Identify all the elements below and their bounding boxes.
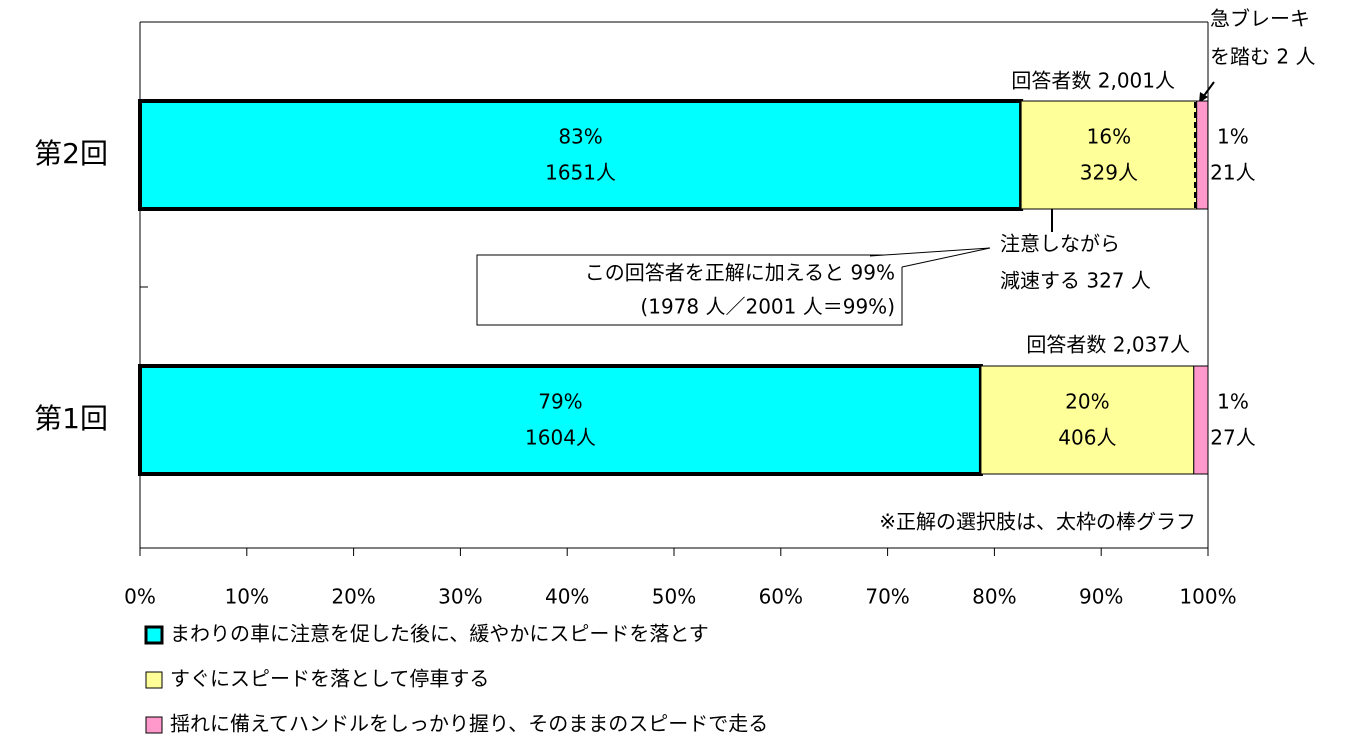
x-tick-label: 0% — [124, 585, 156, 609]
bar-segment — [138, 364, 983, 476]
callout-text: (1978 人／2001 人＝99%) — [640, 295, 895, 319]
bar-segment — [1193, 365, 1209, 475]
annotation: を踏む 2 人 — [1210, 45, 1315, 69]
x-tick-label: 80% — [972, 585, 1016, 609]
x-tick-label: 20% — [331, 585, 375, 609]
legend-label: すぐにスピードを落として停車する — [170, 667, 489, 691]
legend-label: 揺れに備えてハンドルをしっかり握り、そのままのスピードで走る — [170, 712, 768, 736]
legend-marker — [145, 671, 163, 689]
callout-text: この回答者を正解に加えると 99% — [585, 261, 895, 285]
count-label: 1604人 — [525, 426, 596, 450]
annotation: 注意しながら — [1000, 232, 1120, 256]
x-tick-label: 70% — [865, 585, 909, 609]
value-label: 83% — [558, 125, 602, 149]
count-label: 406人 — [1058, 426, 1116, 450]
x-tick-label: 40% — [545, 585, 589, 609]
x-tick-label: 90% — [1079, 585, 1123, 609]
respondents: 回答者数 2,037人 — [1026, 333, 1190, 357]
bar-segment — [1196, 100, 1209, 210]
respondents: 回答者数 2,001人 — [1011, 69, 1175, 93]
annotation: 急ブレーキ — [1210, 7, 1310, 31]
callout-pointer — [869, 247, 991, 268]
x-tick-label: 30% — [438, 585, 482, 609]
count-label: 329人 — [1080, 161, 1138, 185]
count-label: 21人 — [1210, 161, 1255, 185]
count-label: 27人 — [1210, 426, 1255, 450]
x-tick-label: 10% — [225, 585, 269, 609]
bar-segment — [138, 99, 1024, 211]
category-label: 第1回 — [34, 402, 108, 435]
count-label: 1651人 — [545, 161, 616, 185]
x-tick-label: 50% — [652, 585, 696, 609]
legend-marker — [145, 716, 163, 734]
bar-segment — [980, 365, 1195, 475]
legend-marker — [144, 625, 164, 645]
legend-label: まわりの車に注意を促した後に、緩やかにスピードを落とす — [170, 622, 709, 646]
arrow — [1202, 81, 1215, 98]
note: ※正解の選択肢は、太枠の棒グラフ — [879, 510, 1196, 534]
value-label: 79% — [538, 390, 582, 414]
value-label: 1% — [1217, 390, 1249, 414]
annotation: 減速する 327 人 — [1000, 269, 1151, 293]
value-label: 1% — [1217, 125, 1249, 149]
category-label: 第2回 — [34, 137, 108, 170]
value-label: 16% — [1087, 125, 1131, 149]
x-tick-label: 60% — [759, 585, 803, 609]
bar-segment — [1020, 100, 1198, 210]
value-label: 20% — [1065, 390, 1109, 414]
arrowhead — [1199, 92, 1208, 103]
callout-box — [476, 254, 903, 326]
x-tick-label: 100% — [1179, 585, 1236, 609]
